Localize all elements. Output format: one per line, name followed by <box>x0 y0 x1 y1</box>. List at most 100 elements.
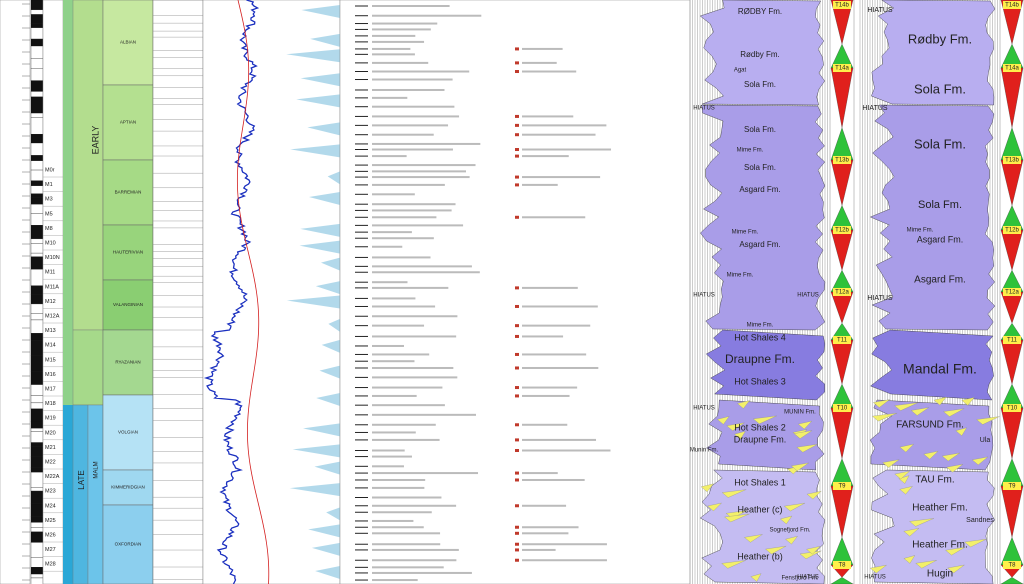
formation <box>699 0 825 106</box>
event-text <box>522 394 570 397</box>
event-marker <box>515 304 519 308</box>
chron-label: M10N <box>45 255 60 261</box>
sand-body <box>945 547 966 556</box>
sand-body <box>780 515 793 525</box>
sand-body <box>899 443 915 453</box>
formation-label: Hot Shales 2 <box>734 422 786 432</box>
sand-body <box>785 535 798 545</box>
event-text <box>372 271 480 274</box>
formation-label: HIATUS <box>693 293 715 299</box>
cycle-tag <box>833 336 851 344</box>
cycle-label: T12a <box>1005 290 1019 296</box>
formation-label: Asgard Fm. <box>739 185 780 194</box>
sand-body <box>903 555 916 564</box>
sand-body <box>894 402 919 411</box>
event-text <box>372 124 449 127</box>
event-text <box>522 353 587 356</box>
event-text <box>372 237 434 240</box>
event-text <box>372 504 457 507</box>
polarity-band <box>30 256 44 270</box>
event-text <box>522 543 607 546</box>
sand-body <box>964 538 987 548</box>
formation-label: Draupne Fm. <box>725 352 795 366</box>
event-marker <box>515 386 519 390</box>
polarity-band <box>30 68 44 81</box>
cycle-label: T8 <box>1008 563 1016 569</box>
event-text <box>372 70 470 73</box>
event-text <box>522 335 564 338</box>
event-marker <box>515 352 519 356</box>
chron-label: M18 <box>45 401 56 407</box>
polarity-band <box>30 185 44 194</box>
sand-body <box>871 413 898 422</box>
event-marker <box>515 542 519 546</box>
formation-label: Mandal Fm. <box>903 361 977 377</box>
formation-label: Sola Fm. <box>744 125 776 134</box>
event-text <box>372 47 411 50</box>
cycle-tag <box>833 404 851 412</box>
event-marker <box>515 558 519 562</box>
formation <box>869 104 996 331</box>
event-marker <box>515 504 519 508</box>
epoch-label: EARLY <box>90 126 100 155</box>
event-text <box>372 61 429 64</box>
event-text <box>372 315 458 318</box>
event-text <box>522 305 598 308</box>
polarity-band <box>30 133 44 144</box>
polarity-band <box>30 421 44 429</box>
transgressive-wedge <box>1000 577 1024 584</box>
event-text <box>522 183 558 186</box>
sand-body <box>869 564 887 574</box>
sea-triangle <box>315 566 340 580</box>
stage-box <box>102 394 154 471</box>
polarity-band <box>30 80 44 92</box>
polarity-band <box>30 169 44 181</box>
polarity-band <box>30 319 44 334</box>
event-text <box>522 155 569 158</box>
event-marker <box>515 123 519 127</box>
formation <box>699 469 826 584</box>
event-marker <box>515 478 519 482</box>
polarity-band <box>30 285 44 295</box>
formation-label: Sandnes <box>966 517 994 524</box>
formation-label: Ula <box>980 437 991 444</box>
cycle-tag <box>1003 482 1021 490</box>
polarity-band <box>30 542 44 558</box>
stage-label: RYAZANIAN <box>115 360 140 365</box>
sand-body <box>806 546 821 555</box>
chron-column <box>42 0 64 584</box>
event-text <box>372 281 408 284</box>
formation-label: Mime Fm. <box>732 230 759 236</box>
event-text <box>372 115 460 118</box>
event-text <box>372 265 472 268</box>
chron-label: M3 <box>45 197 53 203</box>
bio-column <box>339 0 691 584</box>
polarity-band <box>30 355 44 372</box>
jurassic-band <box>63 405 73 584</box>
sea-triangle <box>286 295 340 309</box>
chron-label: M11A <box>45 284 59 290</box>
chron-label: M11 <box>45 270 55 276</box>
event-text <box>372 183 445 186</box>
sand-body <box>941 452 960 462</box>
chron-label: M24 <box>45 503 56 509</box>
blue-curve <box>203 0 260 584</box>
sea-triangle <box>328 318 340 332</box>
event-marker <box>515 175 519 179</box>
chron-label: M12A <box>45 313 60 319</box>
event-text <box>522 324 591 327</box>
formation <box>871 469 995 584</box>
formation-label: HIATUS <box>693 406 715 412</box>
chron-label: M20 <box>45 430 56 436</box>
polarity-band <box>30 446 44 457</box>
polarity-band <box>30 193 44 199</box>
sand-body <box>946 464 964 473</box>
formation-label: Hugin <box>927 569 953 580</box>
formation <box>700 104 826 331</box>
sea-triangle <box>327 171 340 185</box>
cycle-label: T10 <box>1007 406 1018 412</box>
polarity-band <box>30 117 44 135</box>
cycle-label: T13b <box>835 158 849 164</box>
late-band <box>72 404 89 584</box>
event-marker <box>515 286 519 290</box>
